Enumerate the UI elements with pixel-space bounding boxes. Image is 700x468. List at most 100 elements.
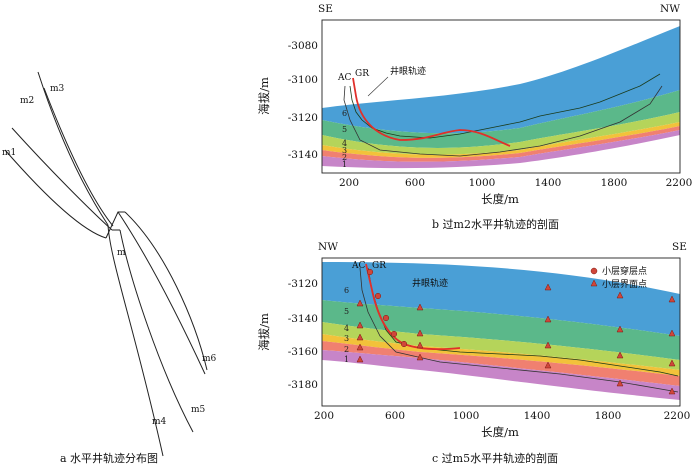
panel-c-layer-3: 3 (344, 334, 349, 343)
well-label-m5: m5 (191, 405, 206, 415)
panel-c-cross-section: NW SE (257, 241, 690, 465)
layer-3-band-c (322, 334, 680, 376)
well-m-inner (124, 211, 208, 371)
panel-b-ytick-3: -3140 (288, 149, 318, 161)
interface-point (544, 361, 552, 369)
well-label-m4: m4 (152, 417, 167, 427)
panel-b-xtick-1: 600 (405, 177, 425, 189)
panel-b-ytick-2: -3120 (288, 112, 318, 124)
panel-b-xtick-5: 2200 (666, 177, 693, 189)
well-label-m3: m3 (50, 84, 65, 94)
panel-b-xtick-3: 1400 (535, 177, 562, 189)
crossing-point (374, 292, 382, 300)
panel-c-log-ac: AC (351, 261, 365, 271)
well-m-outer (117, 211, 206, 375)
panel-c-ytick-0: -3120 (288, 278, 318, 290)
interface-point (616, 379, 624, 387)
well-label-m1: m1 (2, 148, 16, 158)
panel-c-xtick-2: 1000 (453, 410, 480, 422)
interface-point (544, 315, 552, 323)
well-m2-left (37, 71, 109, 226)
layer-1-band-c (322, 350, 680, 400)
panel-b-xtick-0: 200 (339, 177, 359, 189)
layer-4-band (322, 112, 680, 155)
panel-b-log-upper (349, 73, 661, 139)
interface-point (356, 333, 364, 341)
interface-point (616, 291, 624, 299)
interface-point (416, 353, 424, 361)
panel-b-log-ac: AC (337, 73, 351, 83)
interface-point (544, 283, 552, 291)
panel-c-crossing-points (366, 268, 408, 348)
well-m1-upper-left (4, 149, 107, 239)
panel-b-layer-6: 6 (342, 109, 347, 118)
panel-b-layer-5: 5 (342, 125, 347, 134)
panel-c-caption: c 过m5水平井轨迹的剖面 (432, 451, 558, 465)
interface-point (416, 303, 424, 311)
panel-b-layer-3: 3 (342, 146, 347, 155)
panel-c-trajectory-label: 井眼轨迹 (412, 277, 448, 289)
crossing-point (390, 330, 398, 338)
legend-interface-point-label: 小层界面点 (602, 279, 647, 290)
crossing-point (400, 340, 408, 348)
panel-c-ytick-2: -3160 (288, 346, 318, 358)
layer-6-band-c (322, 262, 680, 336)
panel-c-log-gr: GR (372, 261, 386, 271)
well-m1-upper-right (11, 127, 113, 231)
interface-point (668, 359, 676, 367)
panel-b-plot-frame (321, 19, 681, 174)
panel-c-xlabel: 长度/m (481, 425, 519, 439)
interface-point (544, 341, 552, 349)
layer-1-band (322, 130, 680, 169)
panel-c-layer-2: 2 (344, 345, 349, 354)
interface-point (356, 299, 364, 307)
panel-a-well-map: m1 m2 m3 m m4 m5 m6 a 水平井轨迹分布图 (2, 71, 217, 465)
interface-point (416, 341, 424, 349)
layer-5-band (322, 90, 680, 148)
panel-c-interface-points (356, 283, 676, 395)
interface-point (416, 329, 424, 337)
panel-b-ylabel: 海拔/m (257, 77, 271, 115)
interface-point (356, 343, 364, 351)
interface-point (668, 387, 676, 395)
well-label-m6: m6 (202, 354, 217, 364)
well-junction (105, 211, 125, 239)
interface-point (616, 325, 624, 333)
panel-b-ytick-0: -3080 (288, 40, 318, 52)
panel-c-xtick-4: 1800 (595, 410, 622, 422)
panel-c-layer-6: 6 (344, 286, 349, 295)
interface-point (356, 321, 364, 329)
interface-point (616, 351, 624, 359)
layer-2-band-c (322, 341, 680, 386)
panel-b-xtick-2: 1000 (469, 177, 496, 189)
panel-b-ytick-1: -3100 (288, 74, 318, 86)
panel-b-dir-left: SE (318, 3, 333, 15)
panel-c-layer-4: 4 (344, 324, 349, 333)
crossing-point (382, 314, 390, 322)
well-m-left (107, 224, 164, 457)
panel-c-xtick-0: 200 (314, 410, 334, 422)
layer-2-band (322, 126, 680, 162)
legend-crossing-point-label: 小层穿层点 (602, 265, 647, 277)
panel-c-ytick-3: -3180 (288, 379, 318, 391)
interface-point (668, 295, 676, 303)
panel-b-well-trajectory (352, 77, 511, 147)
panel-b-layer-2: 2 (342, 153, 347, 162)
panel-c-dir-left: NW (318, 241, 338, 253)
panel-c-dir-right: SE (672, 241, 687, 253)
panel-c-xtick-1: 600 (385, 410, 405, 422)
panel-b-cross-section: SE NW AC GR 井眼轨迹 6 5 4 3 2 1 -3080 -3100… (257, 3, 692, 231)
well-m2-right (43, 87, 114, 227)
legend-interface-point-icon (590, 279, 598, 287)
well-label-m: m (117, 248, 126, 258)
panel-c-xtick-5: 2200 (664, 410, 691, 422)
interface-point (356, 355, 364, 363)
panel-c-ytick-1: -3140 (288, 313, 318, 325)
well-m-right (119, 229, 194, 433)
panel-c-plot-frame (321, 257, 681, 407)
panel-b-log-lower (343, 85, 663, 157)
panel-c-layer-1: 1 (344, 355, 349, 364)
panel-c-log-lower (359, 267, 679, 393)
panel-b-layer-4: 4 (342, 139, 347, 148)
crossing-point (366, 268, 374, 276)
